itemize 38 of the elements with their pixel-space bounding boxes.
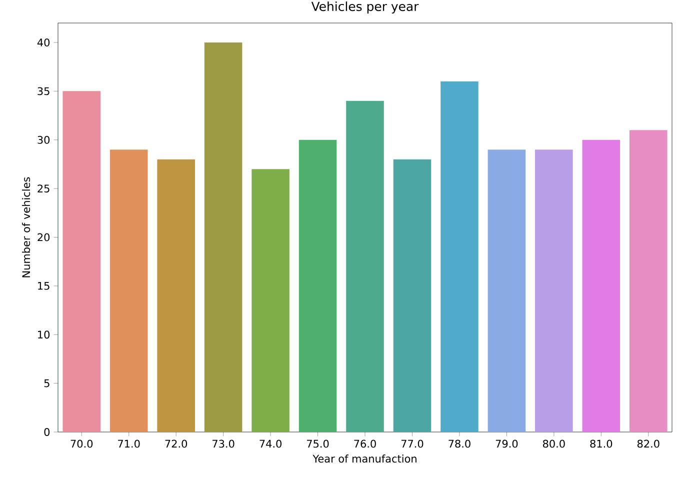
y-axis-title: Number of vehicles bbox=[22, 177, 30, 278]
bar bbox=[110, 150, 148, 432]
bar bbox=[393, 159, 432, 432]
bar bbox=[535, 150, 573, 432]
y-tick-label: 0 bbox=[44, 428, 50, 436]
bar bbox=[157, 159, 195, 432]
x-tick-label: 71.0 bbox=[118, 440, 140, 448]
bar bbox=[298, 140, 337, 432]
bar bbox=[582, 140, 620, 432]
x-tick-label: 74.0 bbox=[260, 440, 282, 448]
bar bbox=[630, 130, 668, 432]
y-tick-label: 5 bbox=[44, 379, 50, 388]
bar bbox=[440, 81, 478, 432]
x-tick-label: 77.0 bbox=[401, 440, 424, 448]
x-axis-title: Year of manufaction bbox=[312, 454, 416, 463]
x-tick-label: 80.0 bbox=[542, 440, 565, 448]
x-tick-label: 82.0 bbox=[637, 440, 660, 448]
x-tick-label: 76.0 bbox=[354, 440, 376, 448]
bar bbox=[62, 91, 101, 432]
bar bbox=[204, 42, 242, 432]
x-tick-label: 73.0 bbox=[212, 440, 234, 448]
y-tick-label: 20 bbox=[38, 233, 50, 242]
y-tick-label: 30 bbox=[38, 136, 50, 144]
bar bbox=[488, 150, 526, 432]
y-tick-label: 15 bbox=[38, 282, 50, 290]
bar bbox=[346, 100, 384, 432]
y-tick-label: 10 bbox=[38, 330, 50, 339]
y-tick-label: 25 bbox=[38, 184, 50, 192]
chart-title: Vehicles per year bbox=[311, 1, 419, 14]
x-tick-label: 78.0 bbox=[448, 440, 470, 448]
x-tick-label: 79.0 bbox=[496, 440, 518, 448]
x-tick-label: 70.0 bbox=[70, 440, 93, 448]
x-tick-label: 72.0 bbox=[165, 440, 188, 448]
x-tick-label: 81.0 bbox=[590, 440, 612, 448]
x-tick-label: 75.0 bbox=[306, 440, 329, 448]
bar bbox=[252, 169, 290, 432]
y-tick-label: 35 bbox=[38, 87, 50, 96]
y-tick-label: 40 bbox=[37, 38, 50, 46]
